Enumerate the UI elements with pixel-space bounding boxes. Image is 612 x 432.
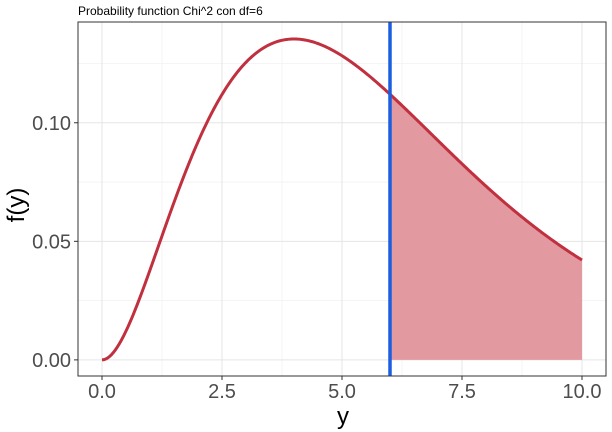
x-tick-label: 10.0: [563, 381, 602, 403]
x-axis: 0.0 2.5 5.0 7.5 10.0: [88, 376, 601, 403]
y-axis: 0.00 0.05 0.10: [32, 113, 78, 372]
y-axis-title: f(y): [3, 188, 30, 223]
y-tick-label: 0.00: [32, 350, 71, 372]
x-tick-label: 5.0: [328, 381, 356, 403]
upper-tail-shaded-area: [390, 94, 582, 360]
y-tick-label: 0.10: [32, 113, 71, 135]
x-tick-label: 2.5: [208, 381, 236, 403]
chart-title: Probability function Chi^2 con df=6: [78, 4, 263, 18]
x-axis-title: y: [337, 403, 349, 430]
density-curve: [101, 37, 583, 362]
x-tick-label: 0.0: [88, 381, 116, 403]
x-tick-label: 7.5: [448, 381, 476, 403]
y-tick-label: 0.05: [32, 231, 71, 253]
